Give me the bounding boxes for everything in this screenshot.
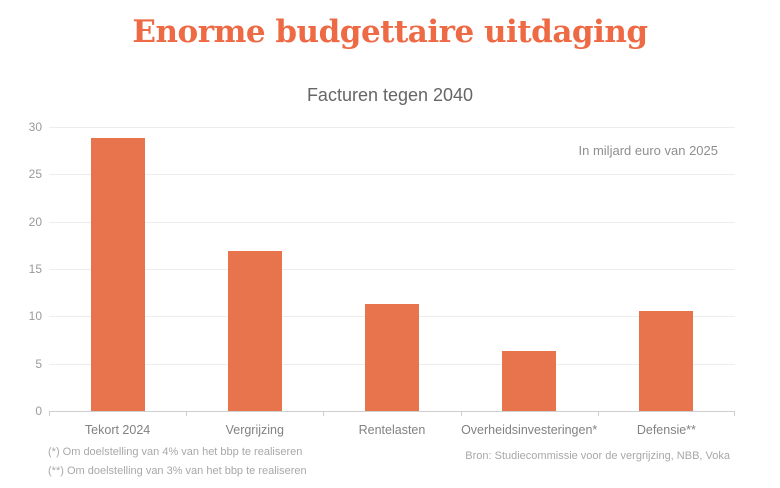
chart-bar-defensie (639, 310, 694, 411)
gridline-30 (49, 127, 735, 128)
unit-note: In miljard euro van 2025 (578, 143, 718, 158)
y-tick-label-0: 0 (35, 404, 42, 418)
x-axis-label-1: Vergrijzing (225, 423, 284, 437)
footnote-2: (**) Om doelstelling van 3% van het bbp … (48, 465, 307, 477)
x-axis-tick-5 (734, 411, 735, 416)
chart-bar-tekort-2024 (90, 138, 145, 411)
y-tick-label-5: 5 (35, 356, 42, 371)
y-tick-label-10: 10 (28, 309, 42, 324)
footnote-1: (*) Om doelstelling van 4% van het bbp t… (48, 446, 303, 458)
chart-bar-overheidsinvesteringen (502, 351, 557, 411)
gridline-15 (49, 269, 735, 270)
chart-subtitle: Facturen tegen 2040 (306, 85, 474, 105)
y-tick-label-15: 15 (28, 262, 42, 276)
page-title: Enorme budgettaire uitdaging (132, 14, 648, 50)
plot-area (49, 127, 735, 416)
chart-bar-vergrijzing (227, 251, 282, 411)
x-axis-label-4: Defensie** (636, 423, 696, 437)
x-axis-tick-2 (323, 411, 324, 416)
x-axis-label-3: Overheidsinvesteringen* (461, 423, 598, 437)
x-axis-tick-3 (461, 411, 462, 416)
x-axis-tick-1 (186, 411, 187, 416)
source-note: Bron: Studiecommissie voor de vergrijzin… (465, 450, 730, 462)
chart-bar-rentelasten (365, 304, 419, 411)
x-axis-label-2: Rentelasten (358, 423, 426, 437)
y-tick-label-20: 20 (28, 214, 42, 229)
y-tick-label-25: 25 (28, 167, 42, 182)
gridline-20 (49, 221, 735, 223)
x-axis-tick-0 (49, 411, 50, 416)
x-axis-line (49, 411, 735, 412)
gridline-25 (49, 174, 735, 176)
y-tick-label-30: 30 (28, 120, 42, 134)
x-axis-tick-4 (598, 411, 599, 416)
x-axis-label-0: Tekort 2024 (84, 423, 151, 437)
